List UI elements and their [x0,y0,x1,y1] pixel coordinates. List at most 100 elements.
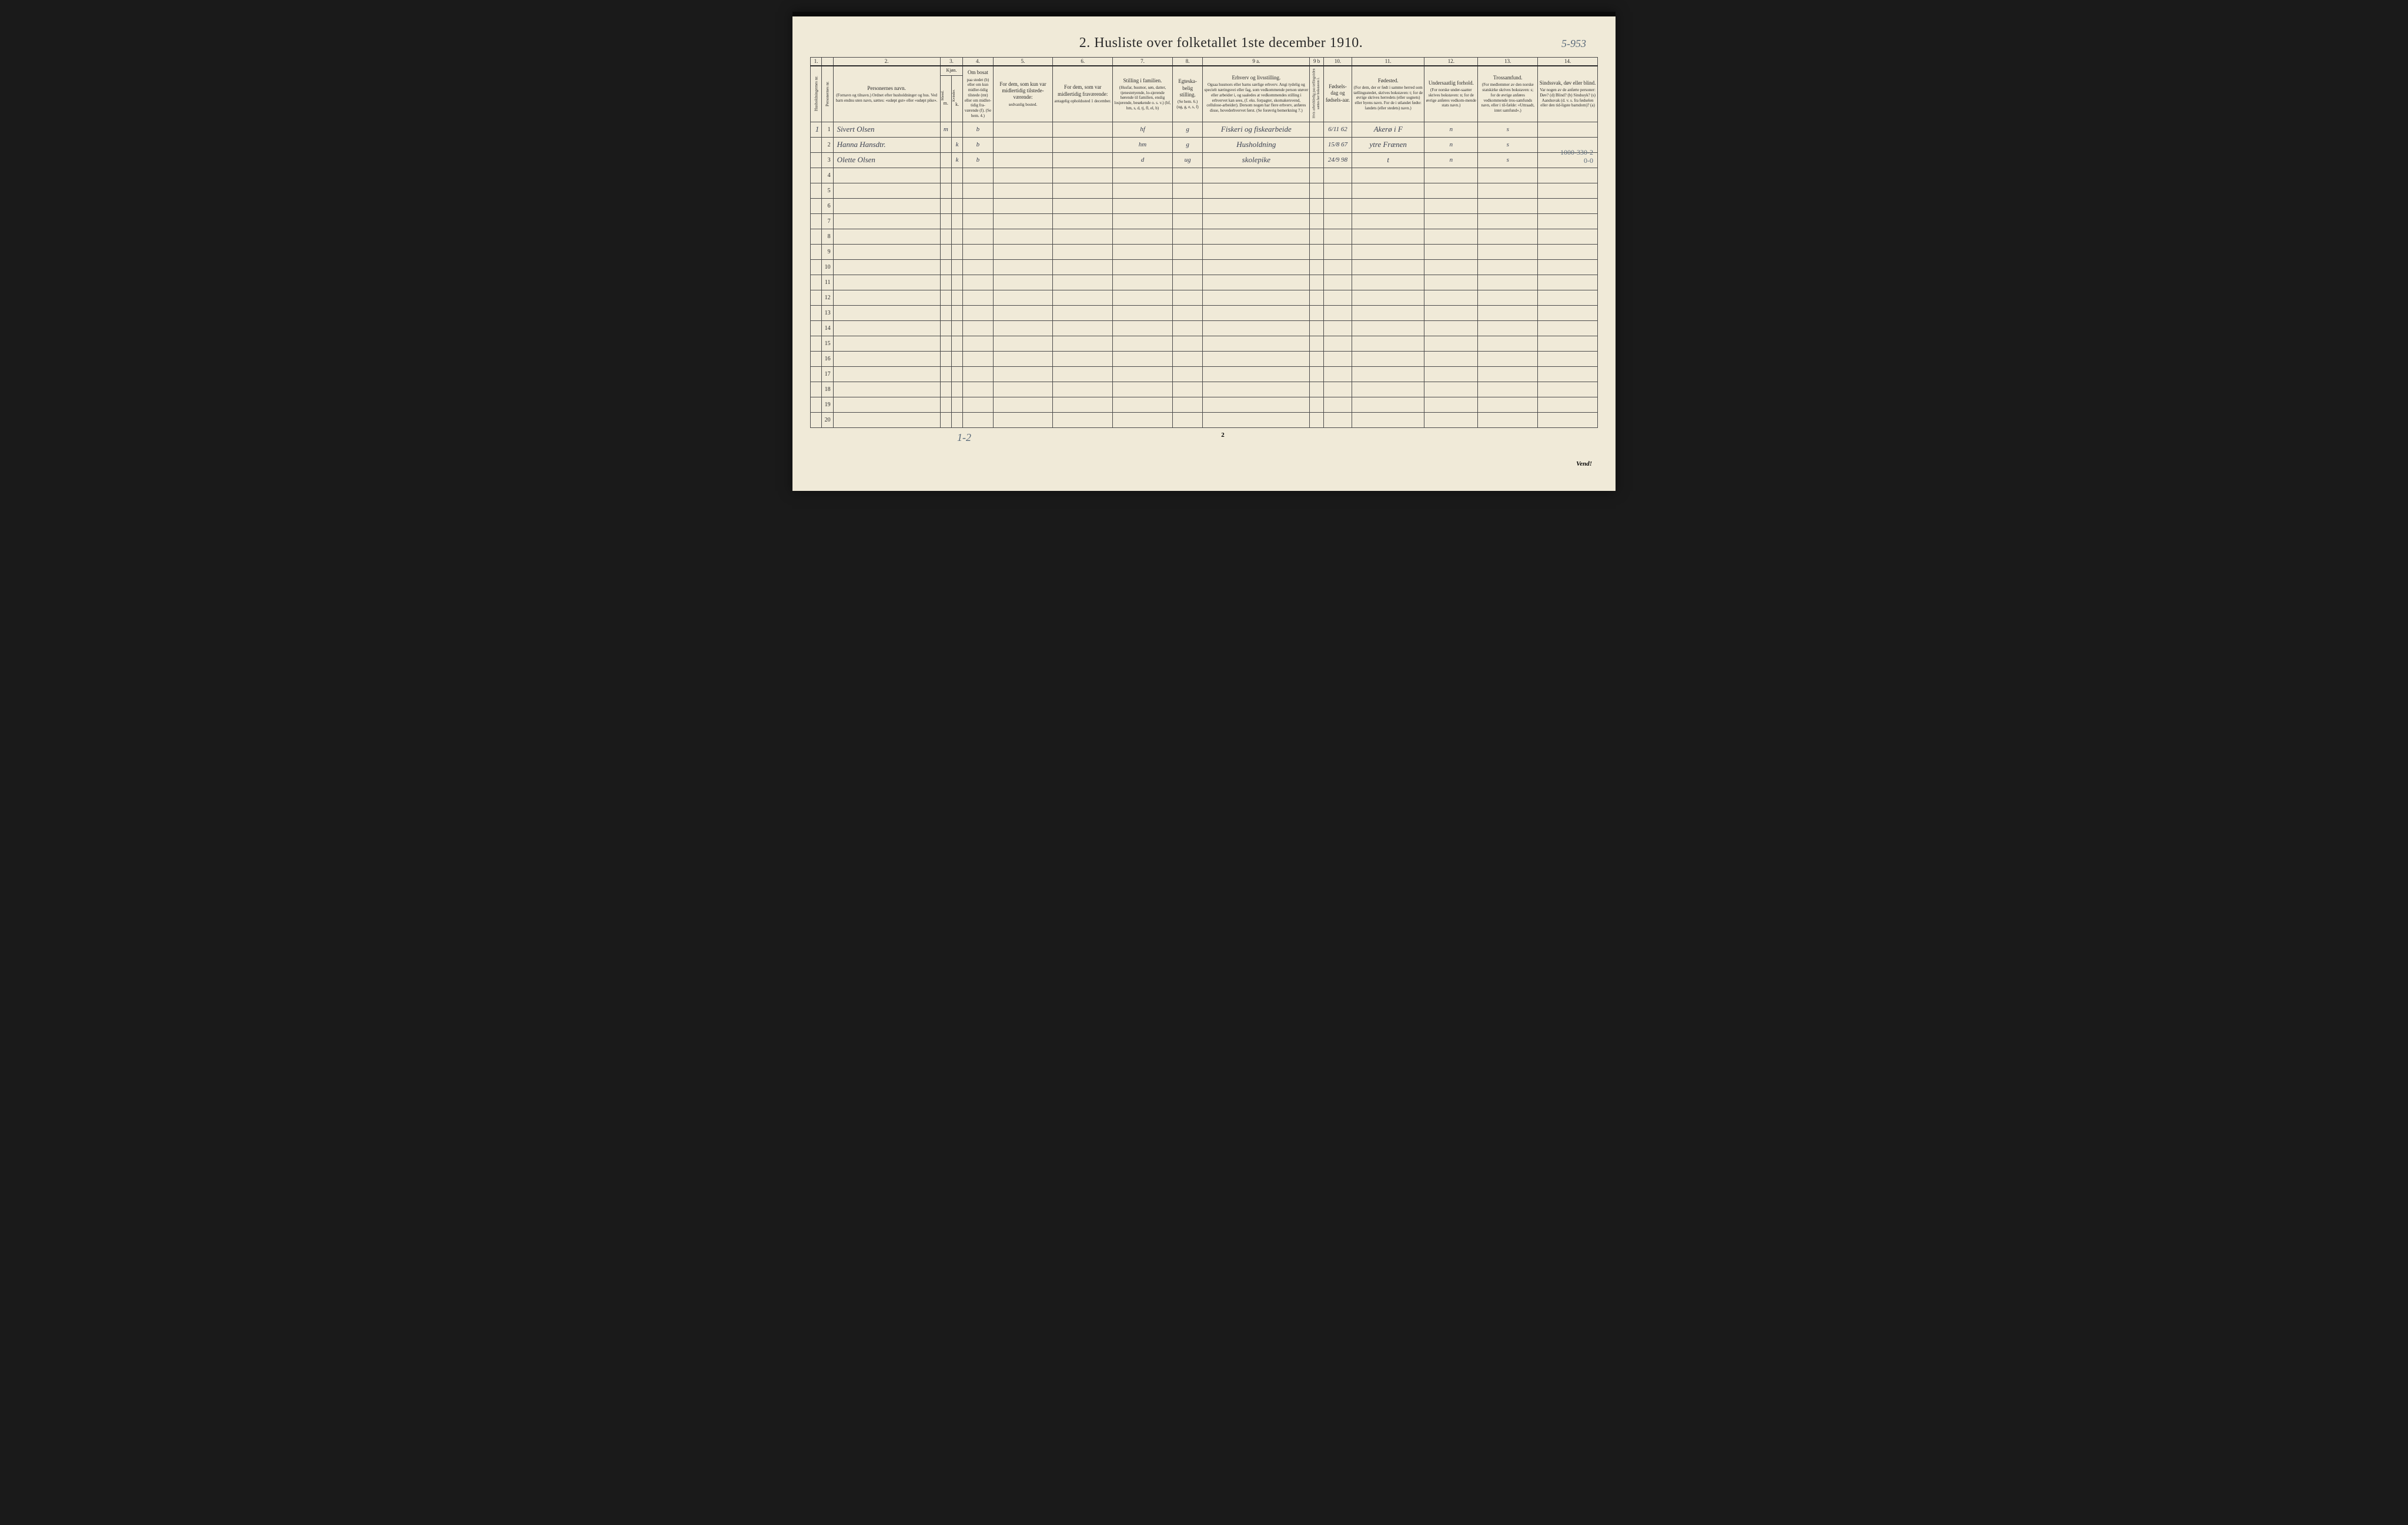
cell-m [940,305,951,320]
cell-frav [1053,336,1113,351]
table-row: 7 [811,213,1598,229]
cell-tros [1478,412,1538,427]
cell-frav [1053,183,1113,198]
cell-dob [1323,244,1352,259]
cell-name [833,229,940,244]
cell-fam [1113,213,1173,229]
cell-pn: 7 [822,213,833,229]
colnum: 11. [1352,58,1424,66]
colnum: 8. [1172,58,1202,66]
cell-name [833,275,940,290]
cell-bosat: b [963,137,993,152]
cell-m [940,229,951,244]
hdr-sub: antagelig opholdssted 1 december. [1054,99,1111,104]
cell-und [1424,412,1478,427]
cell-mt [993,137,1053,152]
colnum: 10. [1323,58,1352,66]
cell-tros [1478,183,1538,198]
cell-mt [993,259,1053,275]
cell-hh [811,152,822,168]
cell-sind [1538,198,1598,213]
cell-pn: 5 [822,183,833,198]
cell-fsted [1352,320,1424,336]
cell-mt [993,397,1053,412]
footer-vend: Vend! [810,460,1592,467]
cell-pn: 17 [822,366,833,382]
cell-fam [1113,305,1173,320]
cell-erhverv: Fiskeri og fiskearbeide [1203,122,1310,137]
cell-al [1310,320,1324,336]
cell-k [951,229,962,244]
cell-mt [993,382,1053,397]
cell-bosat [963,336,993,351]
cell-pn: 1 [822,122,833,137]
cell-bosat [963,229,993,244]
cell-erhverv [1203,412,1310,427]
cell-egt [1172,198,1202,213]
cell-egt [1172,259,1202,275]
hdr-sub: (For medlemmer av den norske statskirke … [1479,82,1536,113]
cell-name: Hanna Hansdtr. [833,137,940,152]
cell-name [833,305,940,320]
cell-und: n [1424,137,1478,152]
cell-k [951,168,962,183]
cell-k: k [951,152,962,168]
cell-bosat [963,305,993,320]
cell-erhverv [1203,183,1310,198]
annot-line1: 1000-330-2 [1560,148,1593,156]
cell-und [1424,290,1478,305]
cell-dob [1323,168,1352,183]
hdr-sub: (For norske under-saatter skrives boksta… [1426,88,1476,108]
cell-tros: s [1478,137,1538,152]
cell-tros: s [1478,152,1538,168]
cell-sind [1538,305,1598,320]
cell-bosat [963,275,993,290]
cell-bosat [963,183,993,198]
cell-al [1310,168,1324,183]
cell-name [833,259,940,275]
hdr-title: Undersaatlig forhold. [1426,80,1476,86]
table-body: 11Sivert OlsenmbhfgFiskeri og fiskearbei… [811,122,1598,427]
cell-erhverv [1203,305,1310,320]
cell-m [940,259,951,275]
cell-sind [1538,259,1598,275]
footer-page-number: 2 [1221,432,1225,444]
cell-k [951,244,962,259]
cell-erhverv [1203,366,1310,382]
cell-fam [1113,366,1173,382]
cell-mt [993,183,1053,198]
cell-fsted [1352,198,1424,213]
table-row: 10 [811,259,1598,275]
cell-und [1424,320,1478,336]
cell-pn: 2 [822,137,833,152]
colnum: 9 a. [1203,58,1310,66]
cell-hh [811,320,822,336]
col-header-kjon: Kjøn. [940,66,963,75]
cell-fam [1113,275,1173,290]
cell-fam [1113,397,1173,412]
cell-pn: 14 [822,320,833,336]
cell-al [1310,198,1324,213]
header-row: 2. Husliste over folketallet 1ste decemb… [810,35,1598,51]
hdr-sub: sedvanlig bosted. [995,102,1052,108]
colnum: 14. [1538,58,1598,66]
cell-und: n [1424,152,1478,168]
hdr-title: Fødsels-dag og fødsels-aar. [1325,83,1350,103]
cell-k [951,412,962,427]
cell-fsted [1352,366,1424,382]
cell-egt [1172,244,1202,259]
cell-bosat: b [963,152,993,168]
cell-hh [811,244,822,259]
cell-hh [811,397,822,412]
col-header-fsted: Fødested. (For dem, der er født i samme … [1352,66,1424,122]
colnum: 6. [1053,58,1113,66]
colnum: 1. [811,58,822,66]
cell-bosat [963,366,993,382]
cell-tros [1478,213,1538,229]
cell-mt [993,366,1053,382]
m-label: Mænd. [941,91,946,101]
cell-egt [1172,366,1202,382]
cell-tros [1478,290,1538,305]
cell-erhverv: skolepike [1203,152,1310,168]
cell-erhverv [1203,259,1310,275]
